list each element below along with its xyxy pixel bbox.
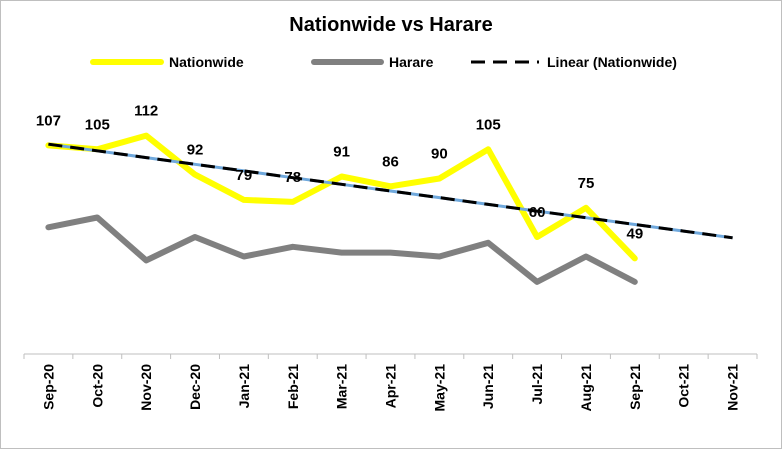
x-tick-label: Jan-21 (236, 364, 252, 409)
legend-label: Linear (Nationwide) (547, 54, 677, 70)
x-tick-label: Dec-20 (187, 364, 203, 410)
data-label-nationwide: 49 (626, 225, 643, 242)
x-tick-label: Sep-20 (40, 364, 56, 410)
x-tick-label: Feb-21 (285, 364, 301, 409)
data-label-nationwide: 75 (578, 175, 595, 192)
data-label-nationwide: 60 (529, 204, 546, 221)
data-label-nationwide: 105 (476, 116, 501, 133)
x-tick-label: Jun-21 (480, 364, 496, 409)
data-label-nationwide: 78 (284, 169, 301, 186)
data-label-nationwide: 86 (382, 153, 399, 170)
x-axis: Sep-20 Oct-20 Nov-20 Dec-20 Jan-21 Feb-21 Mar-… (23, 353, 758, 412)
x-tick-label: Apr-21 (383, 364, 399, 409)
legend: Nationwide Harare Linear (Nationwide) (90, 54, 677, 70)
series-line-linear-nationwide (48, 142, 733, 240)
chart-title: Nationwide vs Harare (289, 14, 492, 36)
data-label-nationwide: 92 (187, 142, 204, 159)
data-label-nationwide: 90 (431, 146, 448, 163)
x-tick-label: Nov-20 (138, 364, 154, 411)
x-tick-label: Mar-21 (334, 364, 350, 409)
legend-label: Nationwide (169, 54, 244, 70)
x-tick-label: Jul-21 (529, 364, 545, 405)
data-label-nationwide: 112 (134, 103, 158, 120)
x-tick-label: Aug-21 (578, 364, 594, 412)
x-tick-label: Oct-20 (89, 364, 105, 408)
x-tick-label: Nov-21 (725, 364, 741, 411)
x-tick-label: Sep-21 (627, 364, 643, 410)
data-label-nationwide: 105 (85, 116, 110, 133)
plot-area: 107 105 112 92 79 78 91 86 90 105 60 75 49 (36, 103, 733, 285)
data-label-nationwide: 79 (236, 167, 253, 184)
x-tick-label: Oct-21 (676, 364, 692, 408)
legend-label: Harare (389, 54, 434, 70)
data-label-nationwide: 91 (333, 144, 350, 161)
data-label-nationwide: 107 (36, 112, 61, 129)
series-line-harare (45, 214, 638, 285)
x-tick-label: May-21 (431, 364, 447, 412)
